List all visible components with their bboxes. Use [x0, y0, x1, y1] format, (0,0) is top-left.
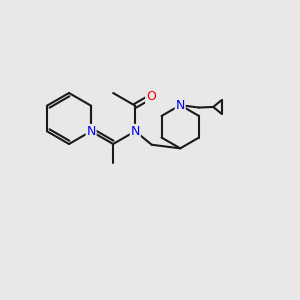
Text: N: N	[176, 99, 185, 112]
Text: O: O	[146, 90, 156, 103]
Text: N: N	[130, 125, 140, 138]
Text: N: N	[86, 125, 96, 138]
